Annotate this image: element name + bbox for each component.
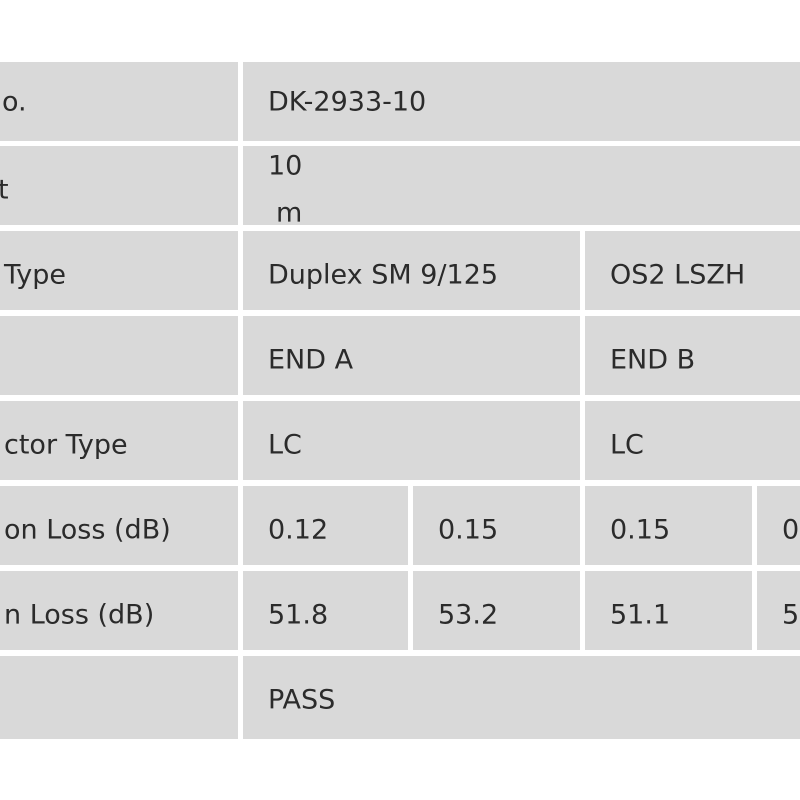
cell-text: ctor Type (4, 429, 128, 461)
cell-text: PASS (268, 684, 336, 716)
table-cell (585, 316, 800, 395)
cell-text: 5 (782, 599, 800, 631)
cell-text: 0 (782, 514, 800, 546)
table-cell (413, 486, 580, 565)
table-cell (413, 571, 580, 650)
cell-text: DK-2933-10 (268, 86, 427, 118)
table-cell (757, 486, 800, 565)
table-cell (243, 146, 800, 225)
cell-text: LC (610, 429, 644, 461)
cell-text: Duplex SM 9/125 (268, 259, 499, 291)
cell-text: OS2 LSZH (610, 259, 746, 291)
cell-text: m (276, 197, 303, 229)
table-cell (585, 571, 752, 650)
table-cell (243, 316, 580, 395)
cell-text: 0.12 (268, 514, 329, 546)
table-cell (243, 401, 580, 480)
cell-text: o. (2, 86, 27, 118)
cell-text: 10 (268, 150, 303, 182)
cell-text: 53.2 (438, 599, 499, 631)
cell-text: 51.1 (610, 599, 671, 631)
cell-text: END B (610, 344, 696, 376)
table-cell (0, 316, 238, 395)
table-cell (243, 231, 580, 310)
cell-text: END A (268, 344, 354, 376)
cell-text: Type (4, 259, 67, 291)
table-cell (757, 571, 800, 650)
cell-text: t (0, 174, 9, 206)
cell-text: LC (268, 429, 302, 461)
table-cell (243, 486, 408, 565)
table-cell (0, 401, 238, 480)
cell-text: 51.8 (268, 599, 329, 631)
table-cell (0, 571, 238, 650)
table-cell (585, 231, 800, 310)
cell-text: on Loss (dB) (4, 514, 171, 546)
table-cell (243, 656, 800, 739)
table-cell (243, 62, 800, 141)
table-cell (0, 146, 238, 225)
cell-text: 0.15 (438, 514, 499, 546)
table-cell (243, 571, 408, 650)
table-cell (0, 231, 238, 310)
table-cell (585, 401, 800, 480)
table-cell (585, 486, 752, 565)
table-cell (0, 486, 238, 565)
cell-text: 0.15 (610, 514, 671, 546)
table-cell (0, 656, 238, 739)
cell-text: n Loss (dB) (4, 599, 155, 631)
table-cell (0, 62, 238, 141)
